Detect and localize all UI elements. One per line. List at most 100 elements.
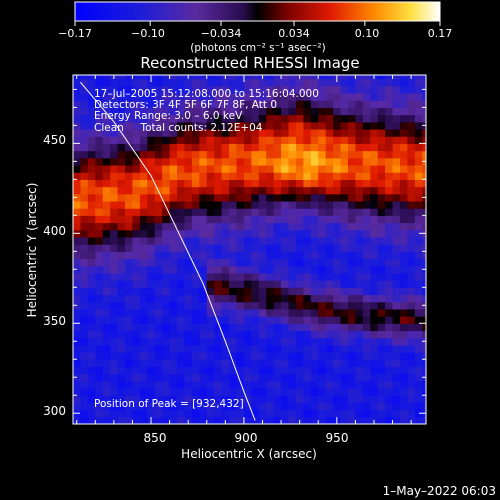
heatmap-cell [206,157,215,166]
heatmap-cell [199,114,208,123]
heatmap-cell [102,107,111,116]
heatmap-cell [132,366,141,375]
heatmap-cell [333,337,342,346]
heatmap-cell [214,143,223,152]
heatmap-cell [251,280,260,288]
heatmap-cell [370,172,379,180]
heatmap-cell [303,251,312,260]
heatmap-cell [288,179,297,188]
heatmap-cell [177,409,186,418]
heatmap-cell [273,121,282,130]
heatmap-cell [73,359,82,368]
heatmap-cell [355,344,364,353]
heatmap-cell [281,236,290,245]
heatmap-cell [87,193,96,202]
heatmap-cell [392,164,401,173]
heatmap-cell [132,316,141,324]
heatmap-cell [333,395,342,404]
heatmap-cell [229,301,238,310]
heatmap-cell [236,92,245,101]
heatmap-cell [191,373,200,382]
heatmap-cell [73,388,82,396]
heatmap-cell [347,186,356,195]
heatmap-cell [303,229,312,238]
heatmap-cell [392,366,401,375]
heatmap-cell [251,244,260,252]
heatmap-cell [243,179,252,188]
heatmap-cell [422,344,426,353]
heatmap-cell [162,395,171,404]
heatmap-cell [169,78,178,87]
heatmap-cell [110,272,119,281]
heatmap-cell [288,222,297,231]
heatmap-cell [95,143,104,152]
heatmap-cell [199,164,208,173]
heatmap-cell [281,409,290,418]
heatmap-cell [288,380,297,389]
heatmap-cell [206,301,215,310]
heatmap-cell [385,316,394,324]
heatmap-cell [184,316,193,324]
heatmap-cell [154,416,163,424]
heatmap-cell [206,251,215,260]
heatmap-cell [117,352,126,360]
heatmap-cell [355,272,364,281]
heatmap-cell [80,222,89,231]
heatmap-cell [132,258,141,267]
heatmap-cell [414,215,423,224]
heatmap-cell [191,222,200,231]
heatmap-cell [362,258,371,267]
heatmap-cell [221,193,230,202]
heatmap-cell [258,280,267,288]
heatmap-cell [169,258,178,267]
y-tick-label-350: 350 [43,314,66,328]
heatmap-cell [177,200,186,209]
heatmap-cell [325,164,334,173]
heatmap-cell [414,337,423,346]
heatmap-cell [177,78,186,87]
heatmap-cell [266,244,275,252]
heatmap-cell [117,388,126,396]
heatmap-cell [281,200,290,209]
heatmap-cell [110,308,119,317]
heatmap-cell [132,75,141,80]
heatmap-cell [295,179,304,188]
heatmap-cell [422,402,426,411]
heatmap-cell [385,301,394,310]
heatmap-cell [243,308,252,317]
heatmap-cell [110,208,119,216]
heatmap-cell [243,75,252,80]
heatmap-cell [370,301,379,310]
heatmap-cell [102,330,111,339]
heatmap-cell [414,128,423,137]
heatmap-cell [414,251,423,260]
heatmap-cell [281,100,290,108]
heatmap-cell [132,193,141,202]
heatmap-cell [251,107,260,116]
heatmap-cell [303,114,312,123]
heatmap-cell [139,409,148,418]
heatmap-cell [333,100,342,108]
heatmap-cell [303,179,312,188]
heatmap-cell [392,222,401,231]
heatmap-cell [281,251,290,260]
heatmap-cell [362,308,371,317]
heatmap-cell [214,200,223,209]
heatmap-cell [87,85,96,94]
heatmap-cell [102,251,111,260]
heatmap-cell [385,359,394,368]
heatmap-cell [281,280,290,288]
heatmap-cell [399,373,409,382]
heatmap-cell [132,121,141,130]
heatmap-cell [258,330,267,339]
heatmap-cell [310,100,319,108]
heatmap-cell [199,359,208,368]
heatmap-cell [392,114,401,123]
heatmap-cell [191,92,200,101]
heatmap-cell [266,179,275,188]
heatmap-cell [340,107,349,116]
heatmap-cell [407,107,416,116]
heatmap-cell [281,244,290,252]
heatmap-cell [199,244,208,252]
heatmap-cell [162,157,171,166]
